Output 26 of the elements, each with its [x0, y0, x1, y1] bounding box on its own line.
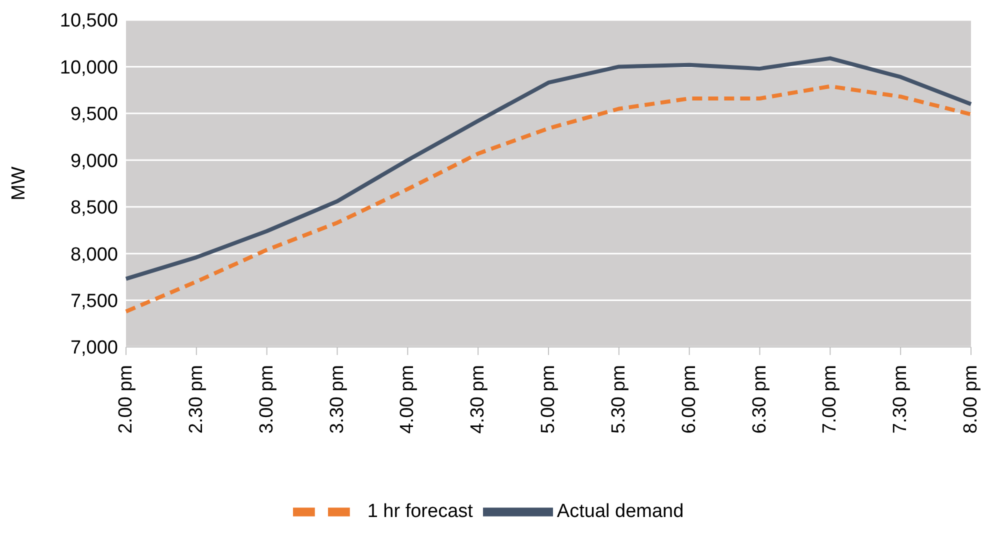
legend-label: Actual demand	[556, 501, 684, 522]
x-tick-label: 8.00 pm	[960, 365, 982, 434]
line-series	[124, 84, 973, 314]
x-tick-label: 3.30 pm	[326, 365, 348, 434]
y-axis-title: MW	[8, 166, 30, 200]
x-tick-label: 5.30 pm	[608, 365, 630, 434]
x-tick-label: 5.00 pm	[538, 365, 559, 434]
x-tick-label: 4.00 pm	[397, 365, 418, 434]
x-tick-label: 6.00 pm	[678, 365, 700, 434]
x-tick-label: 2.30 pm	[186, 365, 207, 434]
legend-label: 1 hr forecast	[367, 501, 473, 522]
x-tick-label: 4.30 pm	[468, 365, 489, 434]
y-tick-label: 8,500	[70, 198, 118, 219]
y-tick-label: 7,500	[70, 291, 118, 312]
x-tick-label: 7.30 pm	[890, 365, 912, 434]
y-tick-label: 9,000	[70, 150, 118, 172]
x-tick-label: 2.00 pm	[116, 365, 136, 434]
y-tick-label: 10,500	[60, 10, 118, 32]
y-tick-label: 10,000	[60, 57, 118, 78]
y-tick-label: 9,500	[70, 104, 118, 126]
line-series	[124, 56, 973, 281]
x-tick-label: 7.00 pm	[820, 365, 841, 434]
y-tick-label: 7,000	[70, 338, 118, 359]
y-tick-label: 8,000	[70, 244, 118, 266]
x-tick-label: 3.00 pm	[256, 365, 278, 434]
x-tick-label: 6.30 pm	[749, 365, 770, 434]
